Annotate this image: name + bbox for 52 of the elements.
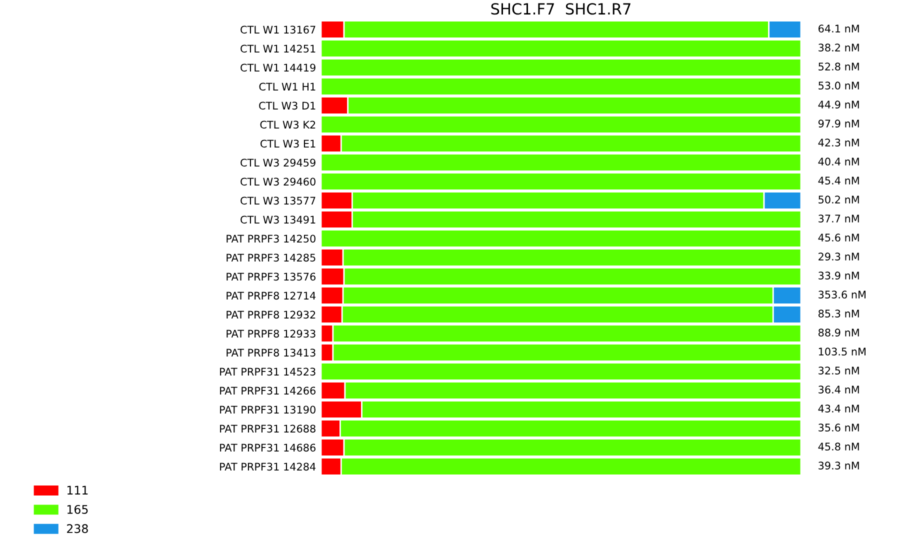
text: 40.4 nM — [818, 158, 859, 166]
text: 85.3 nM — [818, 310, 859, 318]
text: 39.3 nM — [818, 462, 859, 470]
y-tick-label: CTL W3 D1 — [259, 102, 316, 110]
text: 353.6 nM — [818, 290, 866, 299]
y-tick-label: CTL W3 K2 — [260, 120, 316, 129]
y-tick-label: CTL W1 13167 — [240, 26, 316, 34]
y-tick-label: PAT PRPF31 14523 — [220, 368, 316, 376]
y-tick-label: CTL W3 13491 — [240, 216, 316, 224]
y-tick-label: PAT PRPF8 12933 — [226, 330, 316, 338]
text: 33.9 nM — [818, 272, 859, 280]
legend-label: 165 — [67, 504, 88, 514]
y-tick-label: PAT PRPF31 14686 — [220, 444, 316, 452]
text: 29.3 nM — [818, 252, 859, 261]
y-tick-label: CTL W1 H1 — [259, 82, 316, 91]
text: 44.9 nM — [818, 100, 859, 109]
text: 97.9 nM — [818, 120, 859, 128]
text: 53.0 nM — [818, 82, 859, 90]
y-tick-label: CTL W1 14251 — [240, 44, 316, 53]
y-tick-label: CTL W3 E1 — [260, 140, 316, 148]
y-tick-label: PAT PRPF31 13190 — [220, 406, 316, 414]
text: 50.2 nM — [818, 196, 859, 204]
y-tick-label: PAT PRPF8 12714 — [226, 292, 316, 300]
y-tick-label: PAT PRPF8 12932 — [226, 310, 316, 319]
text: 45.6 nM — [818, 234, 859, 242]
text: 36.4 nM — [818, 386, 859, 394]
text: 52.8 nM — [818, 62, 859, 71]
y-tick-label: CTL W3 29460 — [240, 178, 316, 186]
text: 32.5 nM — [818, 366, 859, 375]
y-tick-label: CTL W3 29459 — [240, 158, 316, 167]
text: 35.6 nM — [818, 424, 859, 432]
text: 37.7 nM — [818, 214, 859, 223]
text: 43.4 nM — [818, 404, 859, 413]
y-tick-label: PAT PRPF3 14285 — [226, 254, 316, 262]
text: 103.5 nM — [818, 348, 866, 356]
text: 45.4 nM — [818, 176, 859, 185]
y-tick-label: PAT PRPF31 14284 — [220, 462, 316, 471]
y-tick-label: PAT PRPF3 13576 — [226, 272, 316, 281]
text: 42.3 nM — [818, 138, 859, 147]
y-tick-label: PAT PRPF8 13413 — [226, 348, 316, 357]
legend-label: 111 — [67, 486, 88, 494]
text: 45.8 nM — [818, 442, 859, 451]
y-tick-label: CTL W3 13577 — [240, 196, 316, 205]
legend-label: 238 — [67, 524, 88, 534]
text: 64.1 nM — [818, 24, 859, 33]
y-tick-label: CTL W1 14419 — [240, 64, 316, 72]
text: 88.9 nM — [818, 328, 859, 337]
chart-title: SHC1.F7 SHC1.R7 — [491, 3, 630, 15]
text: 38.2 nM — [818, 44, 859, 52]
y-tick-label: PAT PRPF31 14266 — [220, 386, 316, 395]
y-tick-label: PAT PRPF31 12688 — [220, 424, 316, 433]
y-tick-label: PAT PRPF3 14250 — [226, 234, 316, 243]
